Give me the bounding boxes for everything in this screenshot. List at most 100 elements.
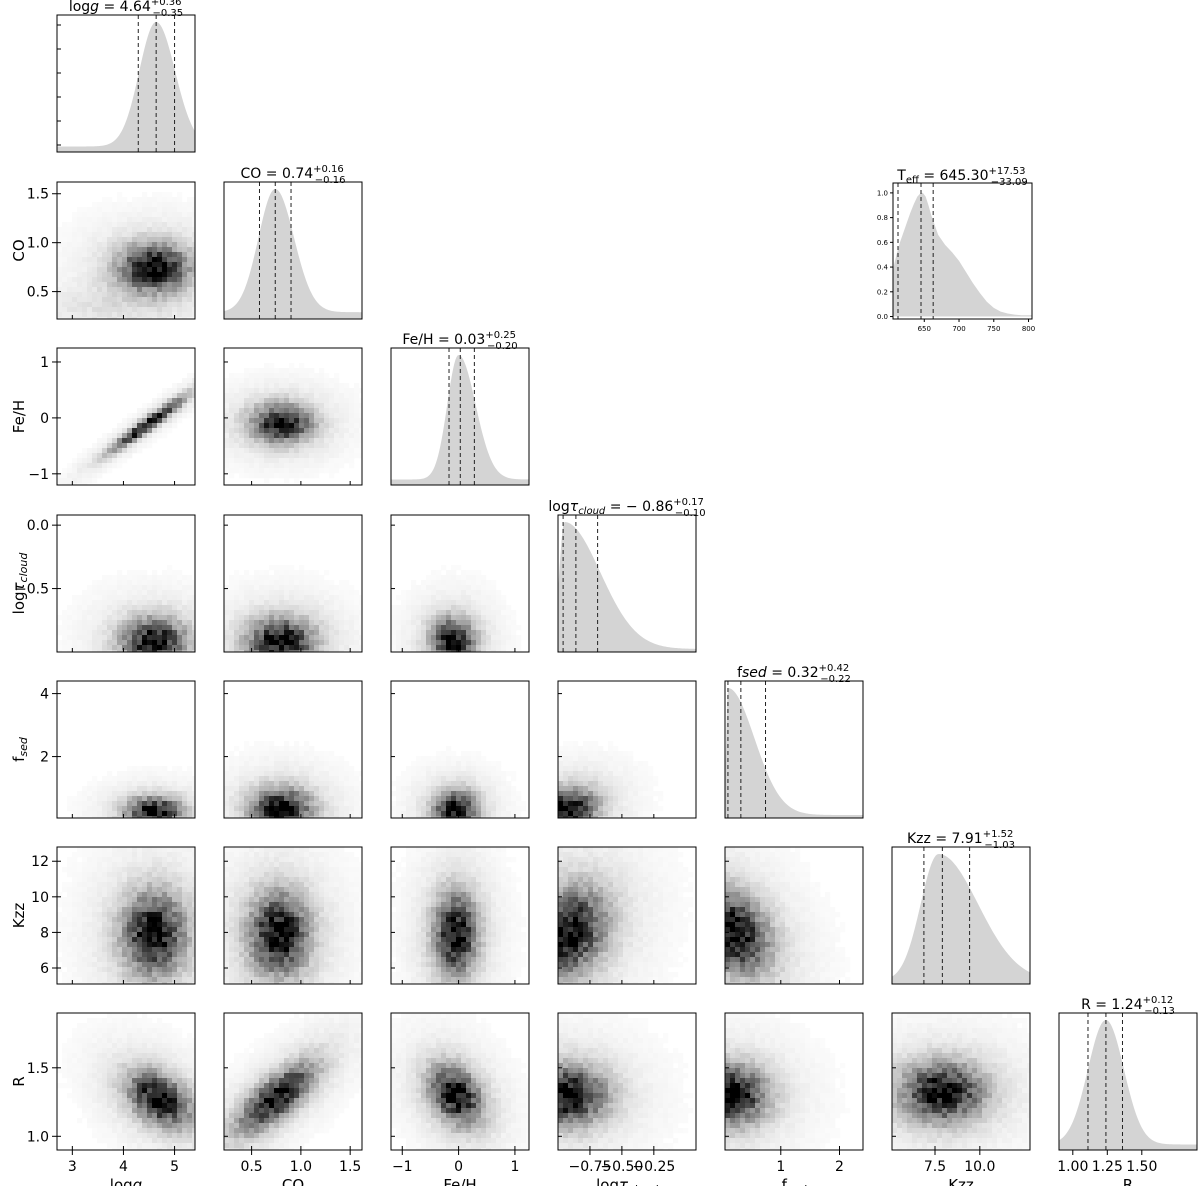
density-cell — [344, 786, 350, 792]
density-cell — [182, 267, 188, 273]
density-cell — [97, 907, 103, 913]
density-cell — [466, 650, 472, 652]
density-cell — [112, 222, 118, 228]
density-cell — [102, 867, 108, 873]
density-cell — [486, 786, 492, 792]
density-cell — [608, 741, 614, 747]
density-cell — [249, 746, 255, 752]
density-cell — [289, 363, 295, 369]
density-cell — [299, 433, 305, 439]
density-cell — [57, 267, 63, 273]
density-cell — [147, 645, 153, 651]
density-cell — [92, 811, 98, 817]
density-cell — [192, 212, 195, 218]
density-cell — [147, 862, 153, 868]
density-cell — [177, 771, 183, 777]
density-cell — [623, 791, 629, 797]
density-cell — [294, 575, 300, 581]
density-cell — [112, 922, 118, 928]
density-cell — [102, 443, 108, 449]
density-cell — [157, 947, 163, 953]
density-cell — [82, 957, 88, 963]
density-cell — [117, 428, 123, 434]
density-cell — [192, 882, 195, 888]
density-cell — [638, 816, 644, 818]
density-cell — [244, 458, 250, 464]
density-cell — [107, 776, 113, 782]
density-cell — [192, 796, 195, 802]
density-cell — [354, 605, 360, 611]
density-cell — [137, 227, 143, 233]
density-cell — [279, 585, 285, 591]
density-cell — [142, 575, 148, 581]
density-cell — [152, 252, 158, 258]
density-cell — [162, 590, 168, 596]
density-cell — [167, 862, 173, 868]
density-cell — [152, 816, 158, 818]
density-cell — [92, 806, 98, 812]
density-cell — [67, 796, 73, 802]
density-cell — [137, 237, 143, 243]
density-cell — [82, 468, 88, 474]
density-cell — [608, 786, 614, 792]
density-cell — [441, 605, 447, 611]
density-cell — [421, 640, 427, 646]
density-cell — [506, 771, 512, 777]
density-cell — [471, 806, 477, 812]
density-cell — [107, 448, 113, 454]
density-cell — [289, 473, 295, 479]
density-cell — [87, 645, 93, 651]
density-cell — [334, 413, 340, 419]
density-cell — [461, 791, 467, 797]
density-cell — [461, 595, 467, 601]
density-cell — [147, 202, 153, 208]
density-cell — [491, 811, 497, 817]
density-cell — [309, 610, 315, 616]
density-cell — [456, 761, 462, 767]
density-cell — [77, 932, 83, 938]
density-cell — [177, 781, 183, 787]
density-cell — [354, 433, 360, 439]
density-cell — [137, 413, 143, 419]
density-cell — [117, 282, 123, 288]
density-cell — [102, 781, 108, 787]
density-cell — [466, 600, 472, 606]
density-cell — [57, 897, 63, 903]
density-cell — [57, 277, 63, 283]
density-cell — [244, 645, 250, 651]
density-cell — [319, 448, 325, 454]
density-cell — [132, 816, 138, 818]
density-cell — [354, 781, 360, 787]
density-cell — [117, 947, 123, 953]
density-cell — [172, 922, 178, 928]
density-cell — [254, 806, 260, 812]
density-cell — [97, 282, 103, 288]
histogram-FeH: Fe/H = 0.03+0.25 −0.20 — [390, 330, 530, 486]
density-cell — [486, 781, 492, 787]
density-cell — [137, 610, 143, 616]
density-cell — [259, 368, 265, 374]
density-cell — [329, 801, 335, 807]
density-cell — [431, 776, 437, 782]
density-cell — [72, 977, 78, 983]
density-cell — [451, 635, 457, 641]
density-cell — [112, 247, 118, 253]
density-cell — [269, 771, 275, 777]
density-cell — [491, 761, 497, 767]
density-cell — [177, 615, 183, 621]
density-cell — [334, 781, 340, 787]
density-cell — [481, 610, 487, 616]
density-cell — [471, 756, 477, 762]
density-cell — [274, 751, 280, 757]
density-cell — [182, 852, 188, 858]
density-cell — [172, 852, 178, 858]
density-cell — [142, 247, 148, 253]
density-cell — [72, 947, 78, 953]
density-cell — [122, 640, 128, 646]
density-cell — [97, 982, 103, 984]
density-cell — [239, 468, 245, 474]
density-cell — [77, 952, 83, 958]
density-cell — [441, 811, 447, 817]
density-cell — [329, 418, 335, 424]
density-cell — [102, 650, 108, 652]
